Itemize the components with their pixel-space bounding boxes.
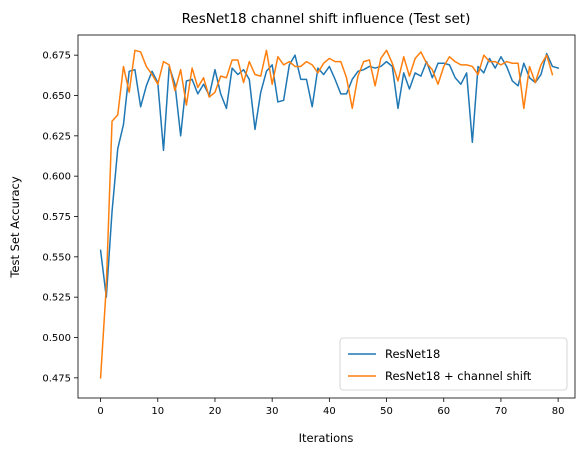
legend-label-1: ResNet18 <box>385 347 440 361</box>
y-tick-label: 0.525 <box>42 293 71 304</box>
y-axis-label: Test Set Accuracy <box>8 176 22 279</box>
series-line-2 <box>99 49 554 379</box>
x-tick-label: 0 <box>97 406 103 417</box>
x-tick-label: 10 <box>151 406 164 417</box>
x-tick-label: 70 <box>495 406 508 417</box>
series-line-1 <box>99 52 560 298</box>
x-axis-label: Iterations <box>299 431 354 445</box>
y-tick-label: 0.500 <box>42 333 71 344</box>
chart-title: ResNet18 channel shift influence (Test s… <box>182 11 471 27</box>
legend: ResNet18 ResNet18 + channel shift <box>339 337 568 391</box>
x-tick-label: 80 <box>552 406 565 417</box>
y-axis: 0.475 0.500 0.525 0.550 0.575 0.600 0.625 0.650… <box>42 51 78 384</box>
x-tick-label: 50 <box>380 406 393 417</box>
y-tick-label: 0.675 <box>42 51 71 62</box>
series-layer <box>99 49 560 379</box>
y-tick-label: 0.575 <box>42 212 71 223</box>
y-tick-label: 0.475 <box>42 373 71 384</box>
legend-label-2: ResNet18 + channel shift <box>385 369 532 383</box>
x-tick-label: 40 <box>323 406 336 417</box>
x-tick-label: 20 <box>209 406 222 417</box>
y-tick-label: 0.650 <box>42 91 71 102</box>
legend-box <box>339 337 568 391</box>
y-tick-label: 0.600 <box>42 172 71 183</box>
x-tick-label: 60 <box>437 406 450 417</box>
y-tick-label: 0.550 <box>42 252 71 263</box>
y-tick-label: 0.625 <box>42 131 71 142</box>
x-tick-label: 30 <box>266 406 279 417</box>
x-axis: 0 10 20 30 40 50 60 70 80 <box>97 398 564 417</box>
